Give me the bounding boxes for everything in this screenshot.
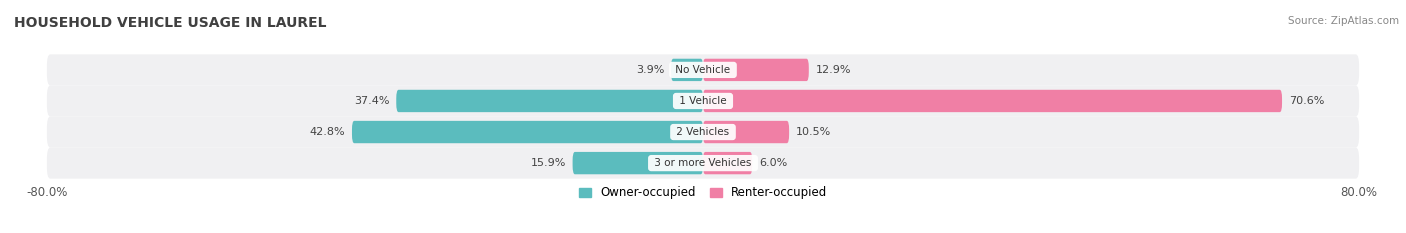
FancyBboxPatch shape <box>671 59 703 81</box>
Legend: Owner-occupied, Renter-occupied: Owner-occupied, Renter-occupied <box>579 186 827 199</box>
FancyBboxPatch shape <box>703 152 752 174</box>
Text: 70.6%: 70.6% <box>1288 96 1324 106</box>
Text: 3 or more Vehicles: 3 or more Vehicles <box>651 158 755 168</box>
Text: 6.0%: 6.0% <box>759 158 787 168</box>
Text: 12.9%: 12.9% <box>815 65 851 75</box>
Text: Source: ZipAtlas.com: Source: ZipAtlas.com <box>1288 16 1399 26</box>
Text: 3.9%: 3.9% <box>636 65 665 75</box>
FancyBboxPatch shape <box>46 54 1360 86</box>
FancyBboxPatch shape <box>46 116 1360 147</box>
FancyBboxPatch shape <box>352 121 703 143</box>
FancyBboxPatch shape <box>703 121 789 143</box>
FancyBboxPatch shape <box>572 152 703 174</box>
FancyBboxPatch shape <box>46 147 1360 179</box>
FancyBboxPatch shape <box>46 86 1360 116</box>
Text: 15.9%: 15.9% <box>530 158 567 168</box>
Text: HOUSEHOLD VEHICLE USAGE IN LAUREL: HOUSEHOLD VEHICLE USAGE IN LAUREL <box>14 16 326 30</box>
FancyBboxPatch shape <box>396 90 703 112</box>
Text: 42.8%: 42.8% <box>309 127 346 137</box>
Text: 37.4%: 37.4% <box>354 96 389 106</box>
Text: 10.5%: 10.5% <box>796 127 831 137</box>
Text: 1 Vehicle: 1 Vehicle <box>676 96 730 106</box>
FancyBboxPatch shape <box>703 59 808 81</box>
Text: No Vehicle: No Vehicle <box>672 65 734 75</box>
FancyBboxPatch shape <box>703 90 1282 112</box>
Text: 2 Vehicles: 2 Vehicles <box>673 127 733 137</box>
